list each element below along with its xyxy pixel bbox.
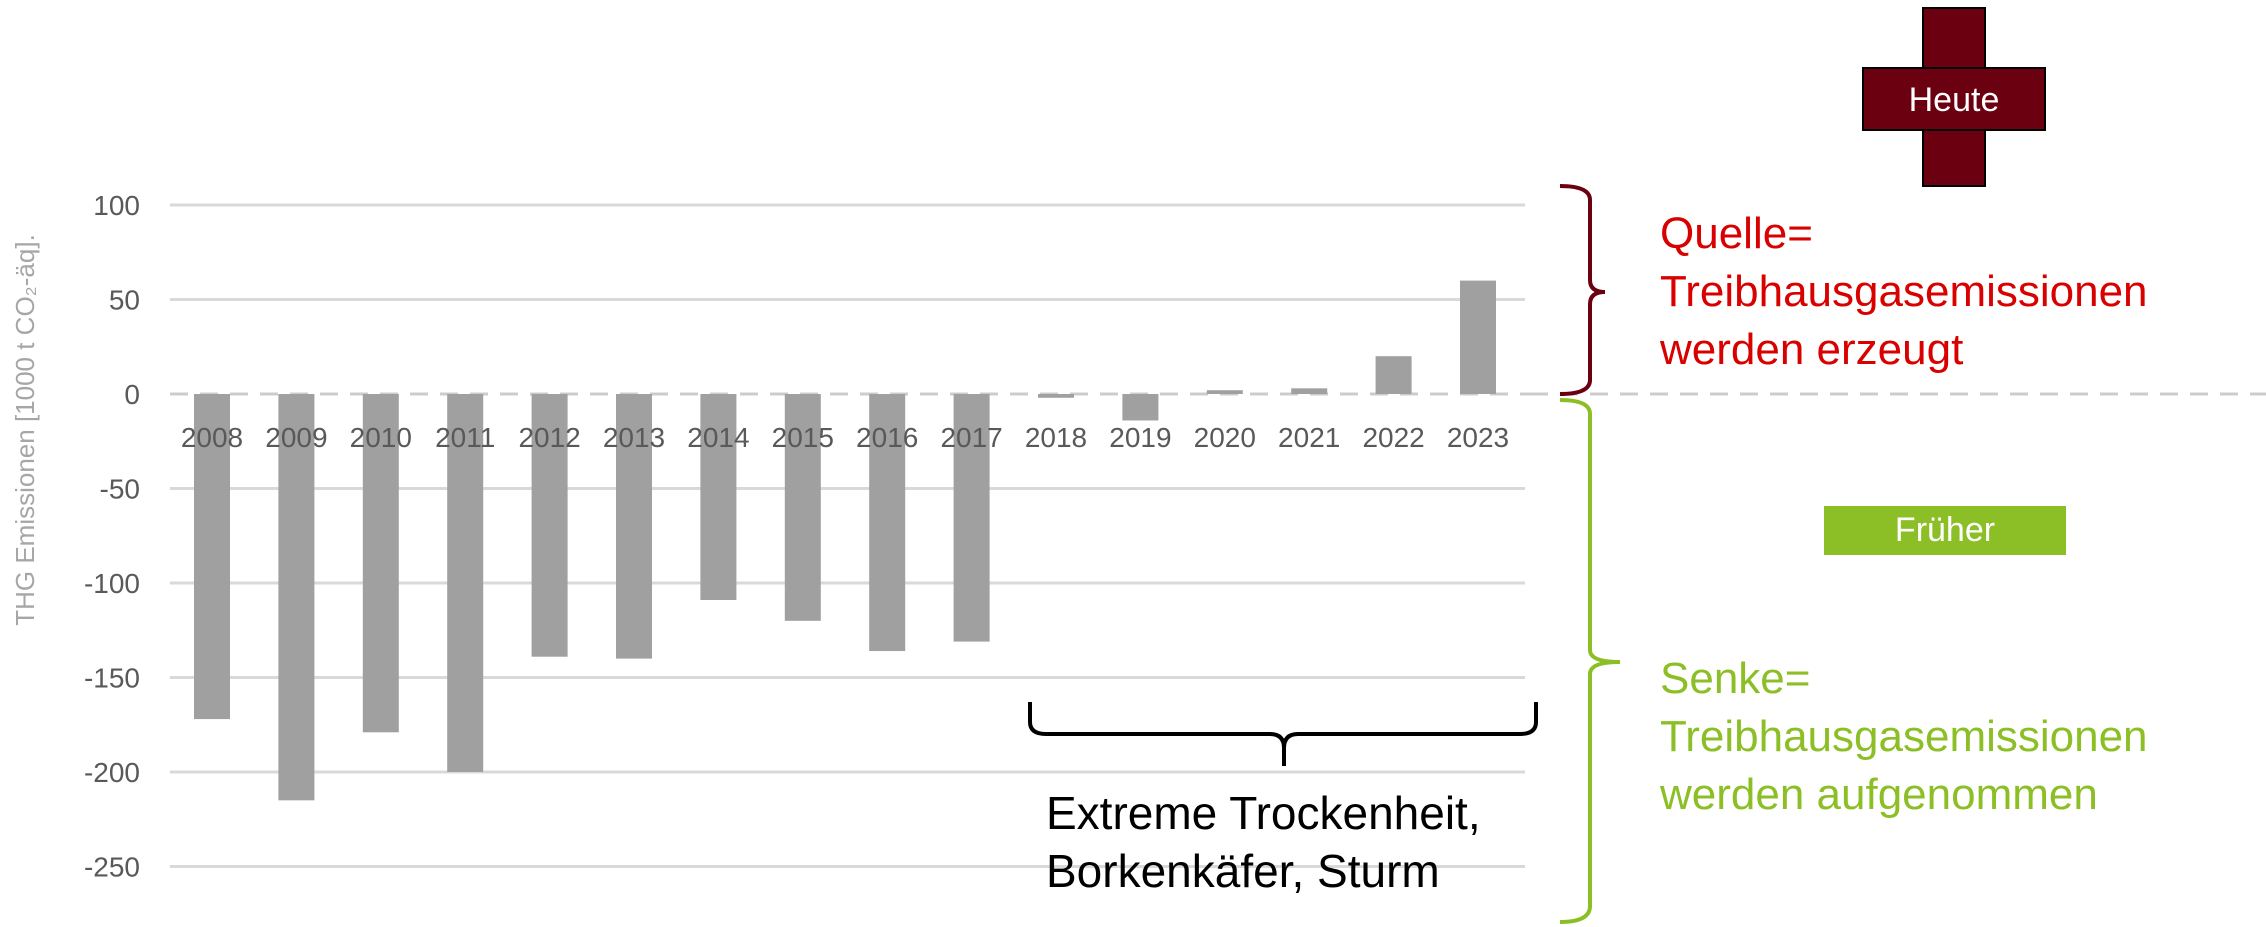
x-tick-label: 2013 (603, 422, 665, 453)
event-bracket (1030, 702, 1536, 766)
x-tick-label: 2020 (1194, 422, 1256, 453)
y-tick-label: 50 (109, 285, 140, 316)
x-tick-labels: 2008 2009 2010 2011 2012 2013 2014 2015 2016 2017… (181, 422, 1509, 453)
bar-2021 (1291, 388, 1327, 394)
y-axis-label: THG Emissionen [1000 t CO₂-äq]. (10, 234, 40, 626)
x-tick-label: 2015 (772, 422, 834, 453)
x-tick-label: 2014 (687, 422, 749, 453)
bar-2018 (1038, 394, 1074, 398)
sink-line-1: Senke= (1660, 650, 2148, 708)
source-line-3: werden erzeugt (1660, 321, 2148, 379)
x-tick-label: 2010 (350, 422, 412, 453)
event-line-2: Borkenkäfer, Sturm (1046, 842, 1481, 900)
x-tick-label: 2023 (1447, 422, 1509, 453)
bar-2023 (1460, 281, 1496, 394)
x-tick-label: 2019 (1109, 422, 1171, 453)
y-tick-label: -150 (84, 663, 140, 694)
x-tick-label: 2017 (940, 422, 1002, 453)
sink-line-3: werden aufgenommen (1660, 766, 2148, 824)
y-tick-labels: 100 50 0 -50 -100 -150 -200 -250 (84, 190, 140, 883)
y-tick-label: 0 (124, 379, 140, 410)
sink-annotation: Senke= Treibhausgasemissionen werden auf… (1660, 650, 2148, 824)
y-tick-label: -200 (84, 757, 140, 788)
x-tick-label: 2021 (1278, 422, 1340, 453)
source-annotation: Quelle= Treibhausgasemissionen werden er… (1660, 205, 2148, 379)
x-tick-label: 2009 (265, 422, 327, 453)
event-line-1: Extreme Trockenheit, (1046, 784, 1481, 842)
sink-line-2: Treibhausgasemissionen (1660, 708, 2148, 766)
y-tick-label: -50 (100, 474, 140, 505)
x-tick-label: 2008 (181, 422, 243, 453)
sink-bracket (1560, 400, 1620, 922)
heute-label: Heute (1866, 70, 2042, 130)
x-tick-label: 2011 (435, 422, 495, 453)
x-tick-label: 2022 (1362, 422, 1424, 453)
event-annotation: Extreme Trockenheit, Borkenkäfer, Sturm (1046, 784, 1481, 900)
x-tick-label: 2016 (856, 422, 918, 453)
y-tick-label: 100 (93, 190, 140, 221)
bar-2019 (1122, 394, 1158, 420)
bar-2022 (1376, 356, 1412, 394)
bar-2009 (278, 394, 314, 800)
frueher-label: Früher (1824, 506, 2066, 555)
x-tick-label: 2012 (518, 422, 580, 453)
bars (194, 281, 1496, 801)
source-line-2: Treibhausgasemissionen (1660, 263, 2148, 321)
y-tick-label: -250 (84, 852, 140, 883)
y-tick-label: -100 (84, 568, 140, 599)
x-tick-label: 2018 (1025, 422, 1087, 453)
bar-2020 (1207, 390, 1243, 394)
source-bracket (1560, 186, 1605, 394)
source-line-1: Quelle= (1660, 205, 2148, 263)
